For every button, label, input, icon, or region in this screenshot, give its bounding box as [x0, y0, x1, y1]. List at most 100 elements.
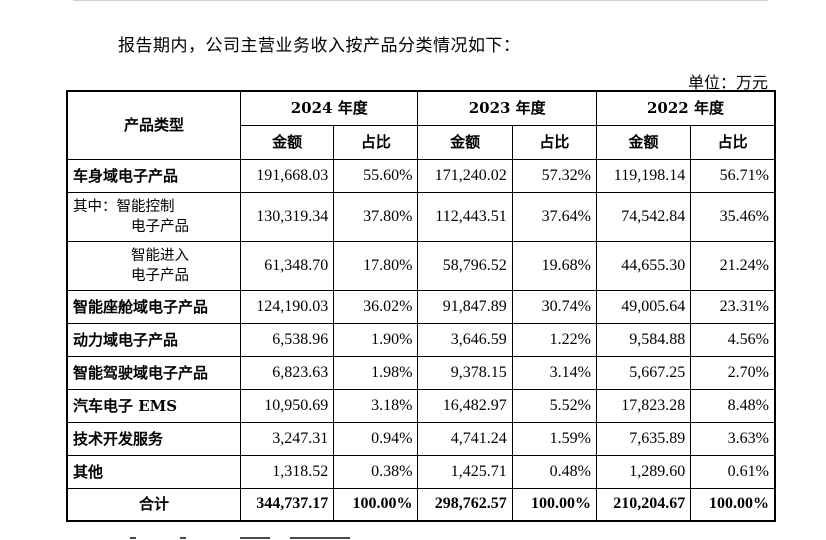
total-value: 100.00% — [511, 487, 597, 522]
cell-value: 0.48% — [511, 454, 597, 489]
total-value: 344,737.17 — [239, 487, 335, 522]
cell-value: 91,847.89 — [417, 289, 513, 324]
table-row: 其他 1,318.52 0.38% 1,425.71 0.48% 1,289.6… — [66, 454, 776, 489]
header-amount: 金额 — [239, 124, 335, 160]
cell-value: 30.74% — [511, 289, 597, 324]
table-row: 汽车电子 EMS 10,950.69 3.18% 16,482.97 5.52%… — [66, 388, 776, 423]
header-year-2024: 2024 年度 — [239, 90, 419, 126]
row-label: 智能进入 电子产品 — [66, 240, 241, 291]
cell-value: 112,443.51 — [417, 191, 513, 242]
cell-value: 1.59% — [511, 421, 597, 456]
cell-value: 37.80% — [333, 191, 419, 242]
cell-value: 0.38% — [333, 454, 419, 489]
row-label: 技术开发服务 — [66, 421, 241, 456]
total-value: 298,762.57 — [417, 487, 513, 522]
cell-value: 57.32% — [511, 158, 597, 193]
table-row: 动力域电子产品 6,538.96 1.90% 3,646.59 1.22% 9,… — [66, 322, 776, 357]
top-divider — [73, 0, 768, 1]
cell-value: 4.56% — [690, 322, 776, 357]
cell-value: 19.68% — [511, 240, 597, 291]
intro-paragraph: 报告期内，公司主营业务收入按产品分类情况如下： — [118, 36, 521, 56]
cell-value: 191,668.03 — [239, 158, 335, 193]
header-ratio: 占比 — [690, 124, 776, 160]
cell-value: 1,318.52 — [239, 454, 335, 489]
cell-value: 1,425.71 — [417, 454, 513, 489]
header-amount: 金额 — [595, 124, 692, 160]
cell-value: 37.64% — [511, 191, 597, 242]
cell-value: 16,482.97 — [417, 388, 513, 423]
cell-value: 1.90% — [333, 322, 419, 357]
cell-value: 0.61% — [690, 454, 776, 489]
cell-value: 5,667.25 — [595, 355, 692, 390]
cell-value: 58,796.52 — [417, 240, 513, 291]
header-year-2023: 2023 年度 — [417, 90, 597, 126]
cell-value: 17,823.28 — [595, 388, 692, 423]
row-label: 智能驾驶域电子产品 — [66, 355, 241, 390]
cell-value: 171,240.02 — [417, 158, 513, 193]
row-label: 其中：智能控制 电子产品 — [66, 191, 241, 242]
row-label: 汽车电子 EMS — [66, 388, 241, 423]
cell-value: 124,190.03 — [239, 289, 335, 324]
cell-value: 0.94% — [333, 421, 419, 456]
cell-value: 8.48% — [690, 388, 776, 423]
cell-value: 6,823.63 — [239, 355, 335, 390]
header-year-2022: 2022 年度 — [595, 90, 776, 126]
table-row: 智能驾驶域电子产品 6,823.63 1.98% 9,378.15 3.14% … — [66, 355, 776, 390]
cell-value: 9,584.88 — [595, 322, 692, 357]
row-label-line1: 其中：智能控制 — [73, 198, 175, 215]
cell-value: 1.22% — [511, 322, 597, 357]
row-label-line2: 电子产品 — [131, 218, 189, 235]
cell-value: 35.46% — [690, 191, 776, 242]
cell-value: 55.60% — [333, 158, 419, 193]
total-label: 合计 — [66, 487, 241, 522]
row-label: 智能座舱域电子产品 — [66, 289, 241, 324]
cell-value: 23.31% — [690, 289, 776, 324]
revenue-by-product-table: 产品类型 2024 年度 2023 年度 2022 年度 金额 占比 金额 占比… — [66, 90, 776, 522]
cell-value: 21.24% — [690, 240, 776, 291]
total-value: 100.00% — [333, 487, 419, 522]
cell-value: 3.63% — [690, 421, 776, 456]
cell-value: 2.70% — [690, 355, 776, 390]
header-ratio: 占比 — [333, 124, 419, 160]
table-row: 车身域电子产品 191,668.03 55.60% 171,240.02 57.… — [66, 158, 776, 193]
cell-value: 3,247.31 — [239, 421, 335, 456]
header-product-type: 产品类型 — [66, 90, 241, 160]
cell-value: 3.14% — [511, 355, 597, 390]
cell-value: 6,538.96 — [239, 322, 335, 357]
cell-value: 130,319.34 — [239, 191, 335, 242]
total-value: 100.00% — [690, 487, 776, 522]
cell-value: 3,646.59 — [417, 322, 513, 357]
cell-value: 9,378.15 — [417, 355, 513, 390]
table-row: 技术开发服务 3,247.31 0.94% 4,741.24 1.59% 7,6… — [66, 421, 776, 456]
table-row: 智能座舱域电子产品 124,190.03 36.02% 91,847.89 30… — [66, 289, 776, 324]
row-label-line2: 电子产品 — [131, 267, 189, 284]
cropped-text-fragment — [130, 534, 430, 540]
cell-value: 119,198.14 — [595, 158, 692, 193]
cell-value: 36.02% — [333, 289, 419, 324]
row-label: 其他 — [66, 454, 241, 489]
table-row: 其中：智能控制 电子产品 130,319.34 37.80% 112,443.5… — [66, 191, 776, 242]
cell-value: 3.18% — [333, 388, 419, 423]
total-value: 210,204.67 — [595, 487, 692, 522]
row-label: 车身域电子产品 — [66, 158, 241, 193]
cell-value: 17.80% — [333, 240, 419, 291]
cell-value: 74,542.84 — [595, 191, 692, 242]
row-label: 动力域电子产品 — [66, 322, 241, 357]
table-row: 智能进入 电子产品 61,348.70 17.80% 58,796.52 19.… — [66, 240, 776, 291]
row-label-line1: 智能进入 — [131, 247, 189, 264]
unit-label: 单位：万元 — [687, 73, 768, 92]
total-row: 合计 344,737.17 100.00% 298,762.57 100.00%… — [66, 487, 776, 522]
header-amount: 金额 — [417, 124, 513, 160]
cell-value: 1,289.60 — [595, 454, 692, 489]
header-ratio: 占比 — [511, 124, 597, 160]
cell-value: 7,635.89 — [595, 421, 692, 456]
cell-value: 61,348.70 — [239, 240, 335, 291]
cell-value: 44,655.30 — [595, 240, 692, 291]
cell-value: 56.71% — [690, 158, 776, 193]
cell-value: 4,741.24 — [417, 421, 513, 456]
header-row-metrics: 金额 占比 金额 占比 金额 占比 — [67, 124, 776, 160]
cell-value: 1.98% — [333, 355, 419, 390]
header-row-years: 产品类型 2024 年度 2023 年度 2022 年度 — [66, 90, 776, 160]
cell-value: 10,950.69 — [239, 388, 335, 423]
cell-value: 5.52% — [511, 388, 597, 423]
